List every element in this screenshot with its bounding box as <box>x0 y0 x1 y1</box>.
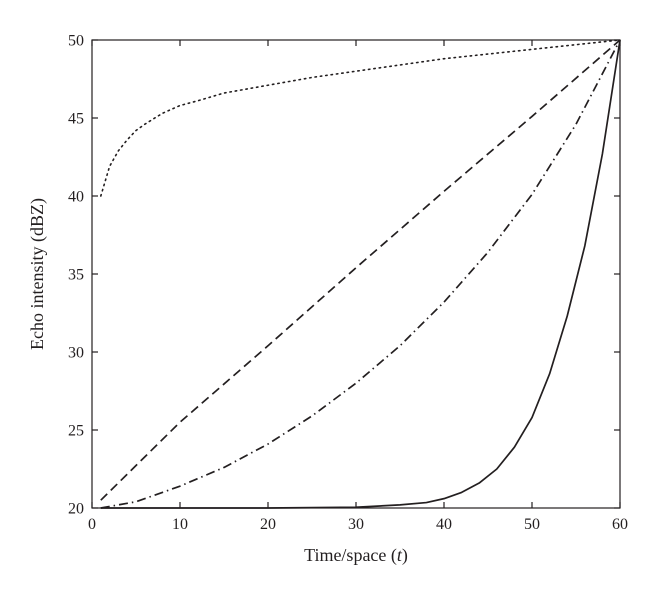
x-tick-label: 30 <box>348 516 364 533</box>
x-tick-label: 10 <box>172 516 188 533</box>
x-tick-label: 40 <box>436 516 452 533</box>
tick-labels-layer: 0 10 20 30 40 50 60 20 25 30 35 40 45 50 <box>68 33 628 534</box>
series-layer <box>100 39 621 509</box>
x-tick-label: 50 <box>524 516 540 533</box>
x-tick-label: 20 <box>260 516 276 533</box>
x-axis-label-suffix: ) <box>402 545 408 566</box>
x-tick-label: 60 <box>612 516 628 533</box>
x-tick-label: 0 <box>88 516 96 533</box>
series-line-dotted <box>100 39 621 197</box>
y-axis-label: Echo intensity (dBZ) <box>27 198 48 350</box>
y-tick-label: 20 <box>68 501 84 518</box>
y-tick-label: 45 <box>68 111 84 128</box>
y-tick-label: 30 <box>68 345 84 362</box>
ticks-layer <box>91 39 621 509</box>
series-line-solid <box>100 39 621 509</box>
x-axis-label-prefix: Time/space ( <box>304 545 397 566</box>
plot-frame <box>91 39 621 509</box>
x-axis-label: Time/space (t) <box>304 545 408 566</box>
series-line-dash-dot <box>100 39 621 509</box>
y-tick-label: 35 <box>68 267 84 284</box>
x-axis-label-variable: t <box>397 545 403 565</box>
series-line-dashed <box>100 39 621 501</box>
y-tick-label: 50 <box>68 33 84 50</box>
y-tick-label: 40 <box>68 189 84 206</box>
y-tick-label: 25 <box>68 423 84 440</box>
